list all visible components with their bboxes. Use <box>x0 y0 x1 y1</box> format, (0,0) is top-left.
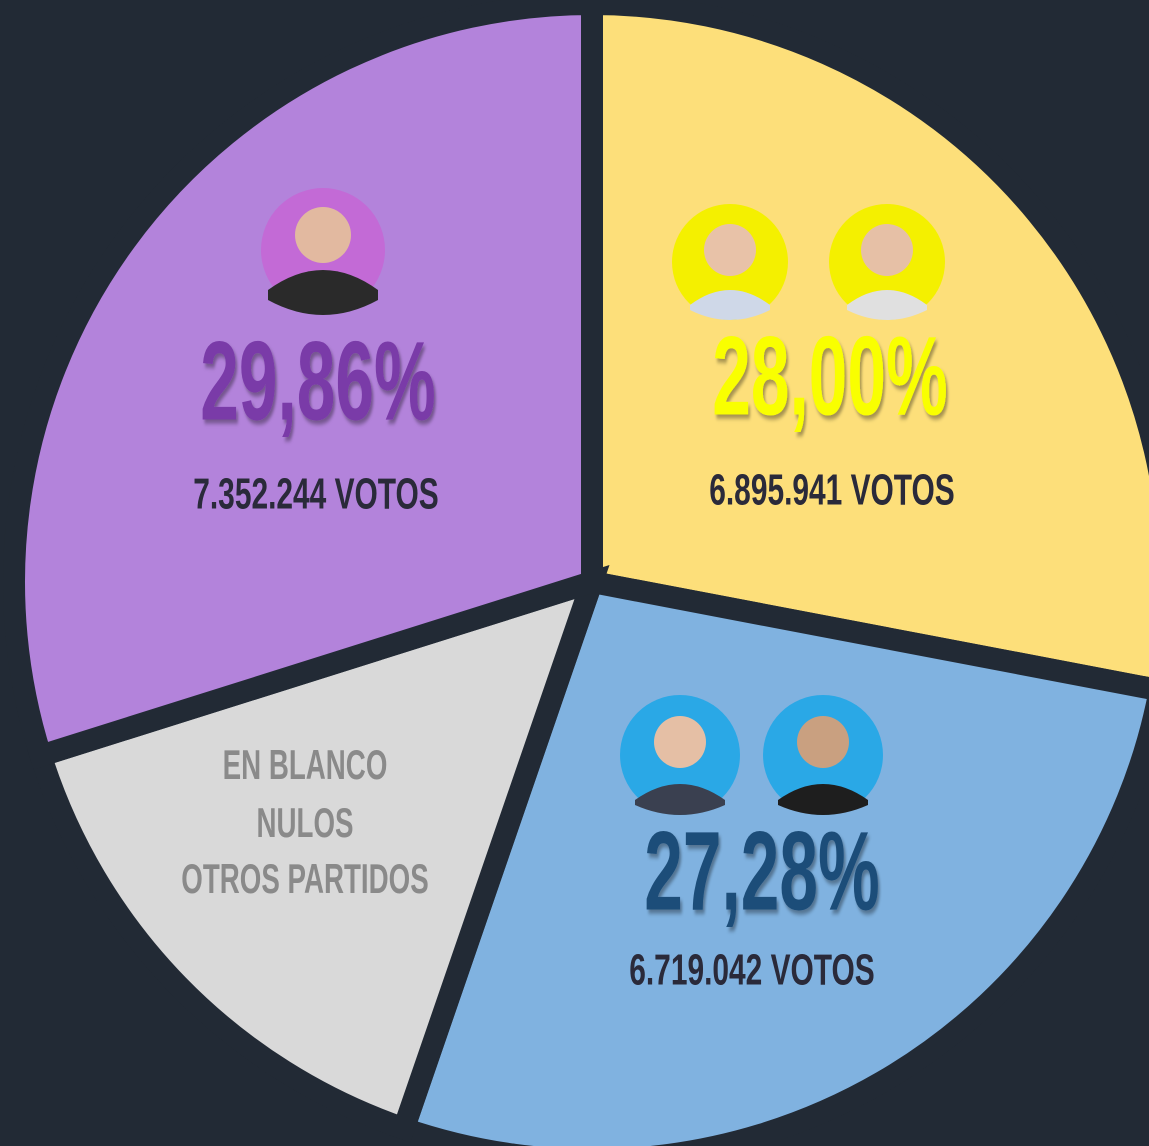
photo-face <box>704 224 756 276</box>
votes-label-group: 7.352.244 VOTOS <box>193 469 439 518</box>
photo-face <box>861 224 913 276</box>
percent-label: 29,86% <box>200 319 435 444</box>
other-label: EN BLANCO <box>223 741 388 788</box>
labels: 28,00% 6.895.941 VOTOS 27,28% 6.719.042 VOT… <box>181 314 954 994</box>
slices <box>3 0 1149 1146</box>
pie-slice <box>389 569 1149 1146</box>
photo-body <box>268 270 378 315</box>
other-label-group: NULOS <box>256 799 353 846</box>
votes-label-group: 6.895.941 VOTOS <box>709 465 955 514</box>
pie-slice <box>3 0 603 770</box>
percent-label-group: 27,28% <box>644 809 879 934</box>
photo-face <box>654 716 706 768</box>
other-label: NULOS <box>256 799 353 846</box>
other-label: OTROS PARTIDOS <box>181 855 428 902</box>
percent-label-group: 29,86% <box>200 319 435 444</box>
votes-label: 7.352.244 VOTOS <box>193 469 439 518</box>
photo-body <box>690 290 770 320</box>
votes-label: 6.895.941 VOTOS <box>709 465 955 514</box>
pie-slice <box>581 0 1149 700</box>
percent-label: 28,00% <box>712 314 947 439</box>
percent-label: 27,28% <box>644 809 879 934</box>
photo-face <box>295 207 351 263</box>
percent-label-group: 28,00% <box>712 314 947 439</box>
photo-body <box>778 784 868 815</box>
photo-face <box>797 716 849 768</box>
votes-label: 6.719.042 VOTOS <box>629 945 875 994</box>
photo-body <box>635 784 725 815</box>
photos <box>261 188 945 815</box>
photo-body <box>847 290 927 320</box>
other-label-group: EN BLANCO <box>223 741 388 788</box>
votes-label-group: 6.719.042 VOTOS <box>629 945 875 994</box>
other-label-group: OTROS PARTIDOS <box>181 855 428 902</box>
